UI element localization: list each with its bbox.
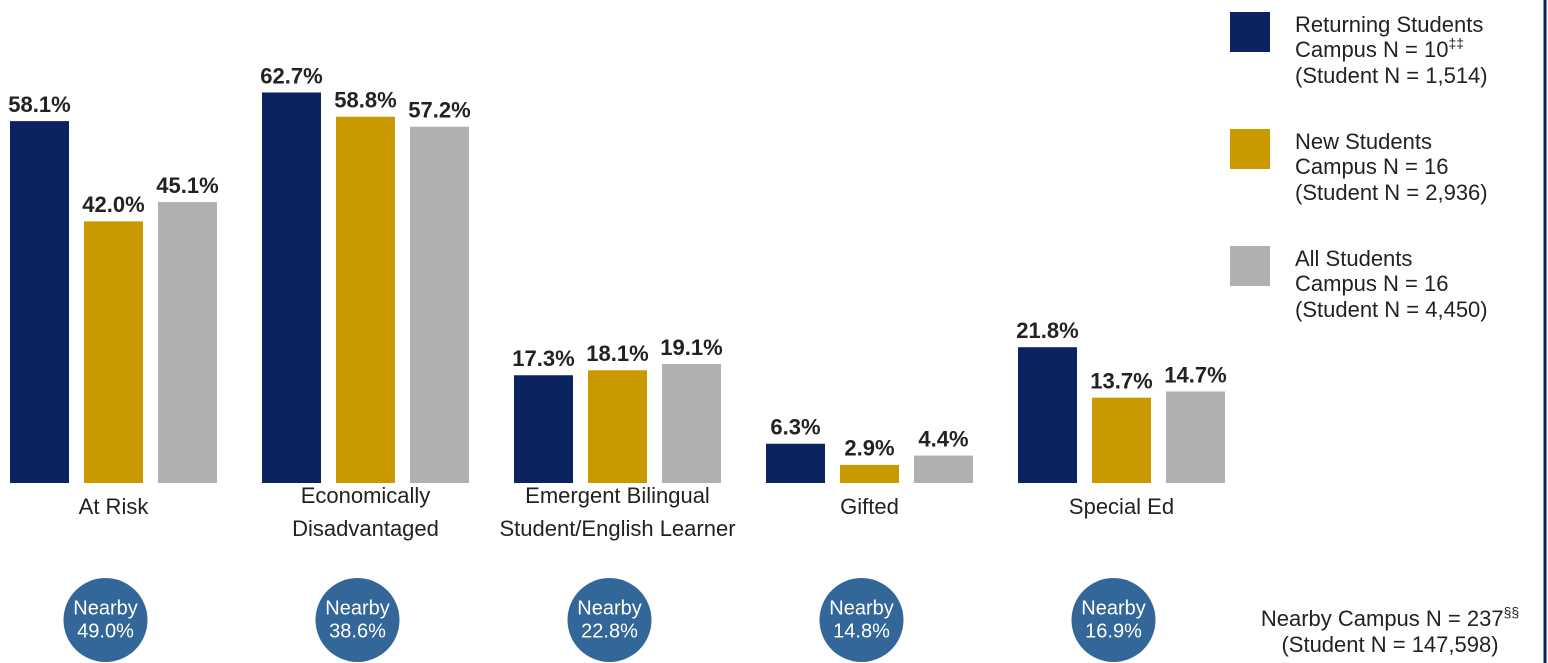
bar bbox=[84, 221, 143, 483]
legend-swatch bbox=[1230, 12, 1270, 52]
legend-student-n: (Student N = 1,514) bbox=[1295, 63, 1488, 88]
bar bbox=[766, 443, 825, 483]
footnote-campus-n-note: §§ bbox=[1504, 604, 1520, 620]
footnote-campus-n: Nearby Campus N = 237§§ bbox=[1261, 604, 1519, 631]
bar bbox=[1092, 397, 1151, 483]
value-label: 19.1% bbox=[660, 335, 722, 360]
nearby-circle bbox=[315, 578, 400, 662]
value-label: 58.8% bbox=[334, 88, 396, 113]
bar bbox=[1018, 347, 1077, 483]
nearby-label: Nearby bbox=[1081, 597, 1145, 619]
legend-campus-n-text: Campus N = 16 bbox=[1295, 154, 1448, 179]
footnote-student-n: (Student N = 147,598) bbox=[1281, 632, 1498, 657]
legend-campus-n: Campus N = 16 bbox=[1295, 271, 1448, 296]
value-label: 18.1% bbox=[586, 341, 648, 366]
legend-campus-n-text: Campus N = 16 bbox=[1295, 271, 1448, 296]
nearby-label: Nearby bbox=[73, 597, 137, 619]
legend-campus-n: Campus N = 16 bbox=[1295, 154, 1448, 179]
nearby-value: 38.6% bbox=[329, 620, 386, 642]
value-label: 6.3% bbox=[770, 415, 820, 440]
category-label: Student/English Learner bbox=[499, 516, 735, 541]
bar bbox=[840, 464, 899, 483]
category-label: At Risk bbox=[79, 494, 150, 519]
nearby-value: 22.8% bbox=[581, 620, 638, 642]
legend-campus-n-note: ‡‡ bbox=[1448, 35, 1464, 51]
bar bbox=[662, 364, 721, 483]
legend-campus-n: Campus N = 10‡‡ bbox=[1295, 35, 1464, 62]
nearby-circle bbox=[63, 578, 148, 662]
category-label: Gifted bbox=[840, 494, 899, 519]
value-label: 14.7% bbox=[1164, 362, 1226, 387]
value-label: 62.7% bbox=[260, 63, 322, 88]
legend-name: Returning Students bbox=[1295, 12, 1483, 37]
legend-name: All Students bbox=[1295, 246, 1412, 271]
value-label: 57.2% bbox=[408, 98, 470, 123]
footnote-campus-n-text: Nearby Campus N = 237 bbox=[1261, 606, 1504, 631]
value-label: 21.8% bbox=[1016, 318, 1078, 343]
value-label: 2.9% bbox=[844, 436, 894, 461]
legend-student-n: (Student N = 2,936) bbox=[1295, 180, 1488, 205]
category-label: Economically bbox=[301, 483, 431, 508]
nearby-label: Nearby bbox=[325, 597, 389, 619]
nearby-label: Nearby bbox=[829, 597, 893, 619]
bar bbox=[588, 370, 647, 483]
nearby-label: Nearby bbox=[577, 597, 641, 619]
nearby-value: 14.8% bbox=[833, 620, 890, 642]
value-label: 45.1% bbox=[156, 173, 218, 198]
legend-name: New Students bbox=[1295, 129, 1432, 154]
nearby-circle bbox=[819, 578, 904, 662]
legend-swatch bbox=[1230, 129, 1270, 169]
bar bbox=[262, 92, 321, 484]
category-label: Disadvantaged bbox=[292, 516, 439, 541]
nearby-value: 16.9% bbox=[1085, 620, 1142, 642]
value-label: 58.1% bbox=[8, 92, 70, 117]
nearby-circle bbox=[1071, 578, 1156, 662]
bar bbox=[1166, 391, 1225, 483]
bar bbox=[158, 202, 217, 483]
legend-campus-n-text: Campus N = 10 bbox=[1295, 37, 1448, 62]
legend-swatch bbox=[1230, 246, 1270, 286]
value-label: 42.0% bbox=[82, 192, 144, 217]
bar bbox=[514, 375, 573, 483]
value-label: 17.3% bbox=[512, 346, 574, 371]
nearby-circle bbox=[567, 578, 652, 662]
nearby-value: 49.0% bbox=[77, 620, 134, 642]
value-label: 4.4% bbox=[918, 426, 968, 451]
bar bbox=[10, 121, 69, 484]
category-label: Special Ed bbox=[1069, 494, 1174, 519]
legend-student-n: (Student N = 4,450) bbox=[1295, 297, 1488, 322]
bar bbox=[336, 116, 395, 483]
bar bbox=[914, 455, 973, 483]
value-label: 13.7% bbox=[1090, 368, 1152, 393]
category-label: Emergent Bilingual bbox=[525, 483, 710, 508]
bar bbox=[410, 126, 469, 484]
